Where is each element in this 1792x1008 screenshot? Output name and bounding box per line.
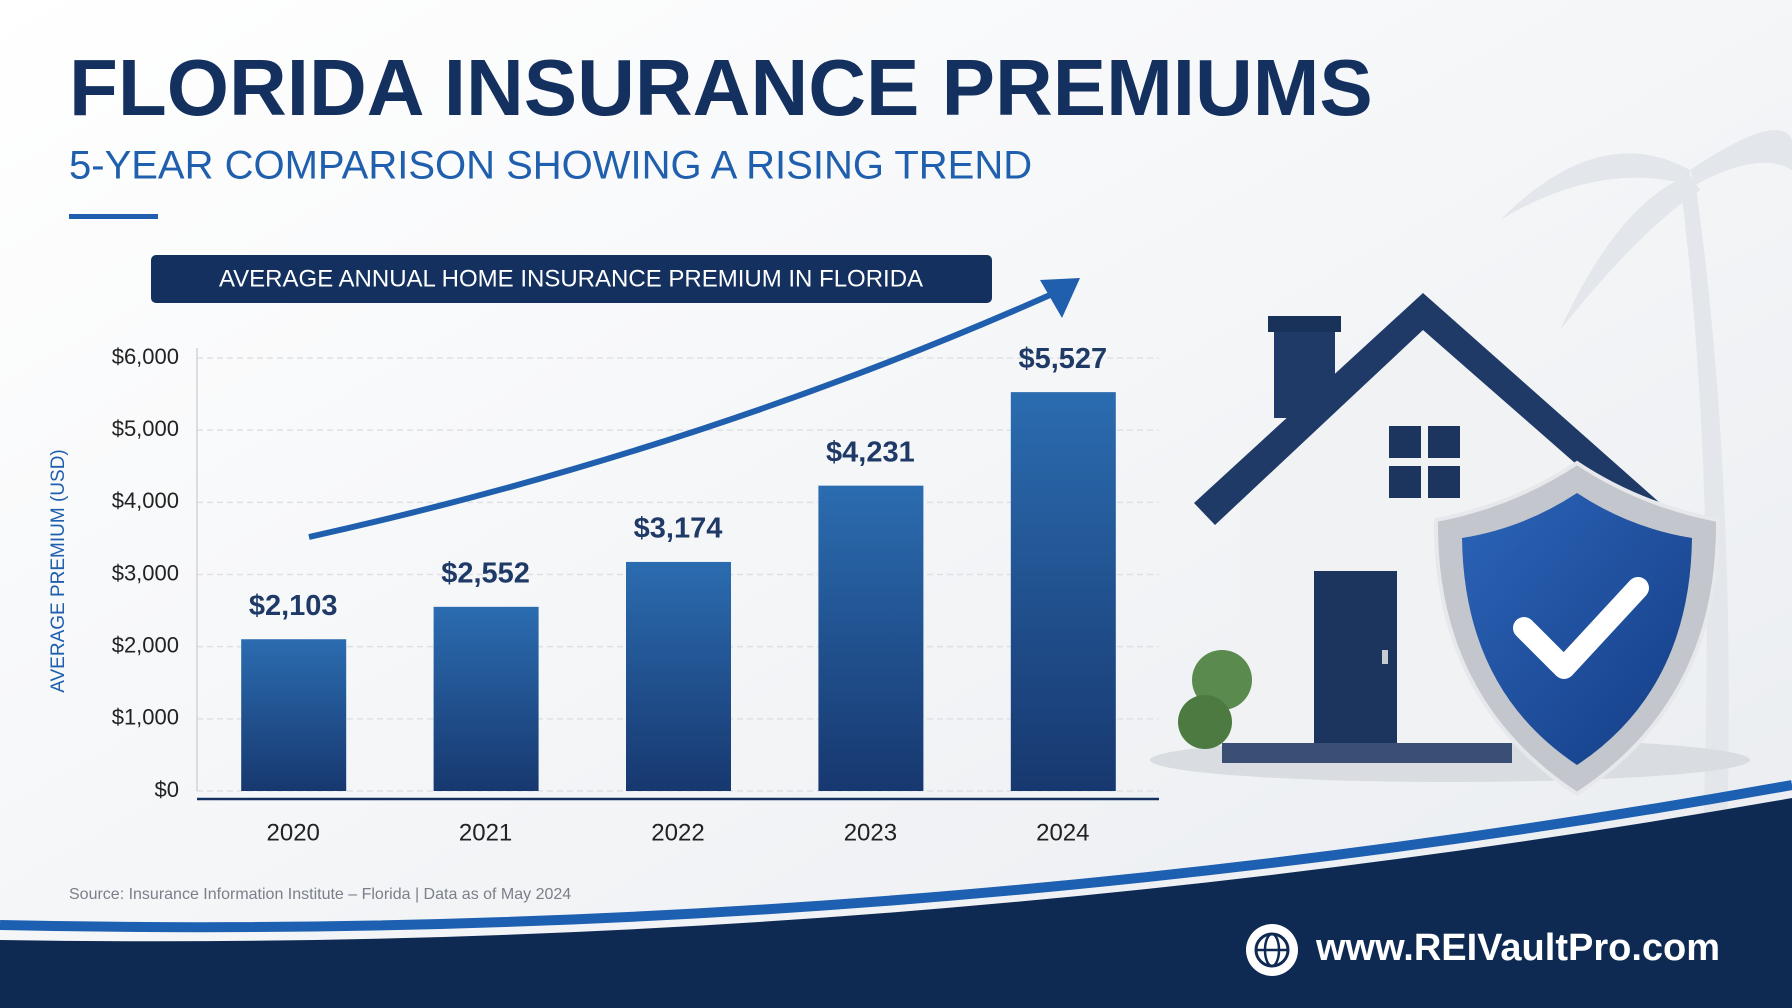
- title-underline: [69, 214, 158, 219]
- x-tick-label: 2020: [267, 819, 320, 846]
- plot: $0 $1,000 $2,000 $3,000 $4,000 $5,000 $6,000 20…: [112, 343, 1159, 846]
- value-label: $2,103: [249, 590, 338, 622]
- chart-title-box: [151, 255, 992, 303]
- website: www.REIVaultPro.com: [1315, 927, 1720, 969]
- globe-icon: [1246, 924, 1298, 976]
- bar: [626, 561, 731, 791]
- y-tick-label: $4,000: [112, 488, 179, 513]
- y-tick-label: $6,000: [112, 344, 179, 369]
- trend-arrow: [308, 292, 1052, 540]
- x-tick-label: 2023: [844, 819, 897, 846]
- value-label: $5,527: [1018, 343, 1107, 375]
- y-axis-title: AVERAGE PREMIUM (USD): [48, 449, 69, 693]
- x-tick-label: 2024: [1036, 819, 1089, 846]
- x-tick-label: 2021: [459, 819, 512, 846]
- y-tick-label: $2,000: [112, 632, 179, 657]
- title: FLORIDA INSURANCE PREMIUMS: [69, 43, 1373, 132]
- bar: [433, 606, 539, 791]
- palm-decoration: [1500, 130, 1792, 900]
- y-tick-label: $1,000: [112, 705, 179, 730]
- trend-arrowhead: [1040, 278, 1080, 318]
- house-illustration: [1150, 293, 1750, 797]
- value-label: $4,231: [826, 436, 915, 468]
- bar: [241, 639, 347, 791]
- source-note: Source: Insurance Information Institute …: [69, 886, 571, 903]
- value-label: $2,552: [441, 557, 530, 589]
- footer: [0, 798, 1792, 1008]
- y-tick-label: $3,000: [112, 560, 179, 585]
- y-tick-label: $0: [155, 777, 179, 802]
- y-tick-label: $5,000: [112, 416, 179, 441]
- chart-title: AVERAGE ANNUAL HOME INSURANCE PREMIUM IN…: [219, 265, 923, 292]
- bar: [1010, 392, 1116, 791]
- subtitle: 5-YEAR COMPARISON SHOWING A RISING TREND: [69, 144, 1032, 188]
- footer-stripe: [0, 780, 1792, 933]
- bar: [818, 485, 924, 791]
- x-tick-label: 2022: [651, 819, 704, 846]
- value-label: $3,174: [634, 513, 723, 545]
